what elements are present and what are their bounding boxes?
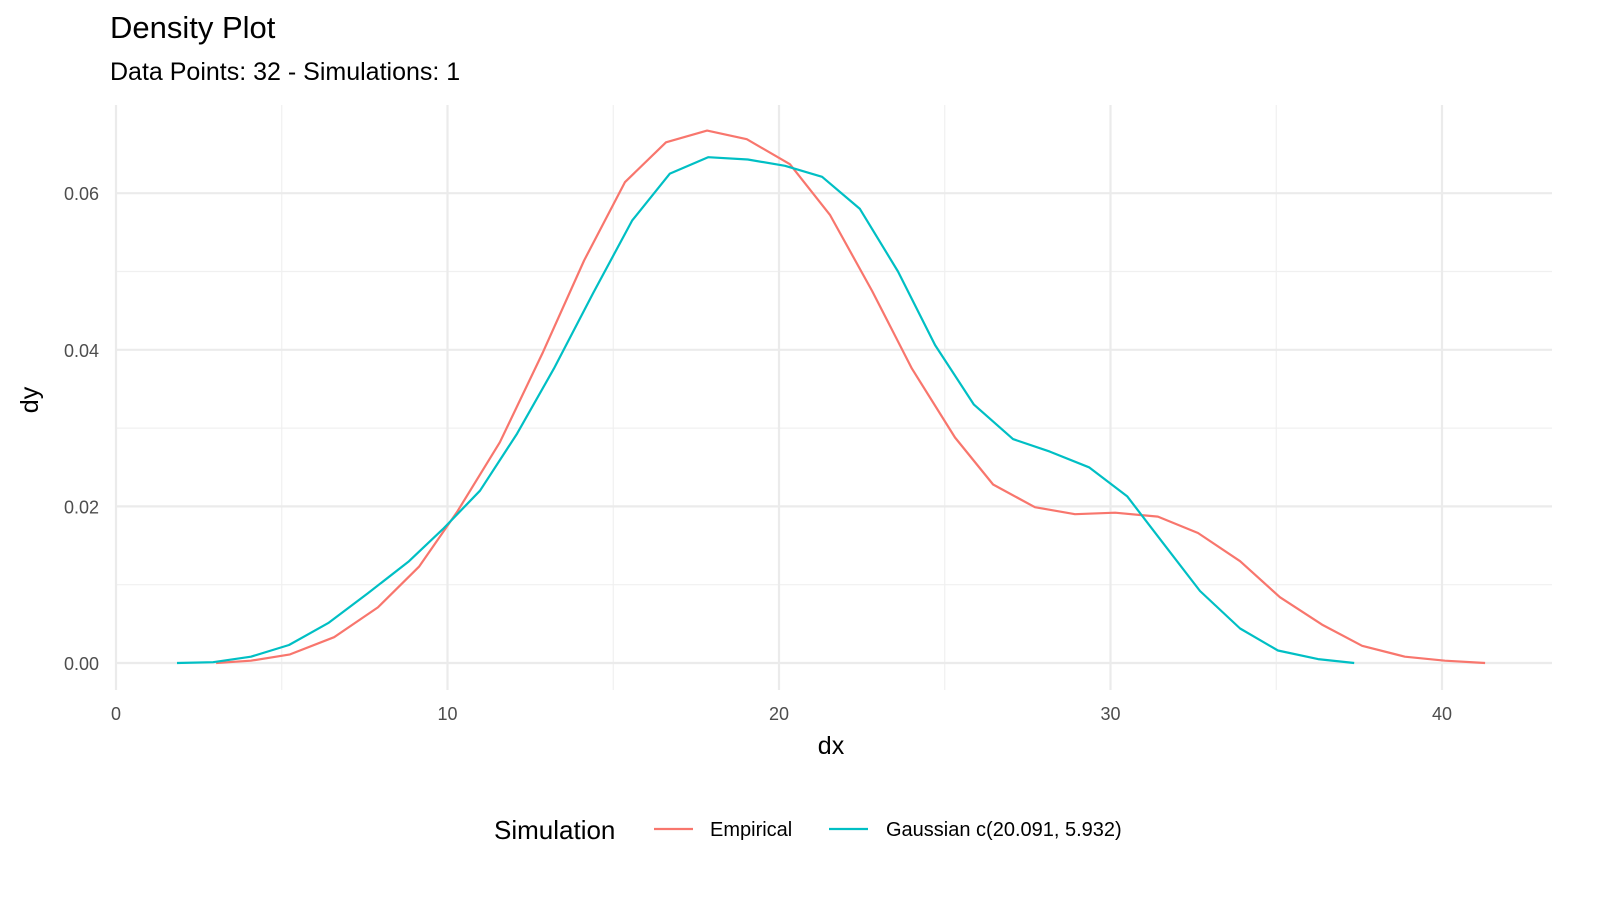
series-lines [176, 129, 1486, 665]
grid [114, 105, 1552, 690]
chart-title: Density Plot [110, 10, 276, 45]
x-axis-label: dx [818, 732, 845, 760]
tick-labels: 0 10 20 30 40 0.00 0.02 0.04 0.06 [64, 184, 1452, 724]
legend-title: Simulation [494, 815, 615, 845]
y-tick-label: 0.00 [64, 654, 99, 674]
y-tick-label: 0.04 [64, 341, 99, 361]
legend: Simulation Empirical Gaussian c(20.091, … [494, 815, 1122, 845]
x-tick-label: 0 [111, 704, 121, 724]
x-tick-label: 10 [437, 704, 457, 724]
y-tick-label: 0.06 [64, 184, 99, 204]
chart-subtitle: Data Points: 32 - Simulations: 1 [110, 58, 461, 86]
x-tick-label: 40 [1432, 704, 1452, 724]
legend-label-gaussian: Gaussian c(20.091, 5.932) [886, 819, 1122, 841]
x-tick-label: 30 [1100, 704, 1120, 724]
x-tick-label: 20 [769, 704, 789, 724]
y-axis-label: dy [16, 386, 44, 413]
y-tick-label: 0.02 [64, 497, 99, 517]
legend-label-empirical: Empirical [710, 819, 792, 841]
gaussian-density-line [176, 156, 1355, 665]
empirical-density-line [216, 129, 1486, 665]
